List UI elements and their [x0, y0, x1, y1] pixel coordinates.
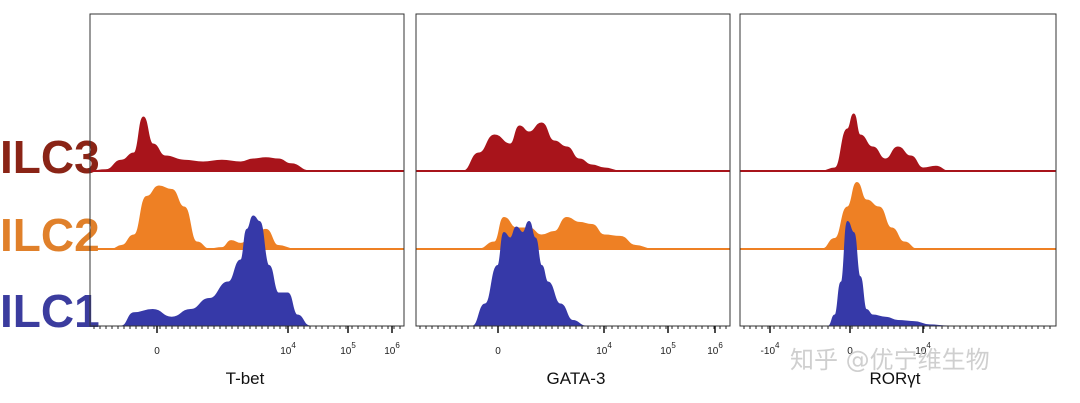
x-axis-label: GATA-3	[547, 369, 606, 388]
panel-3: -104 0 104 RORγt	[739, 13, 1057, 388]
row-label-ilc3: ILC3	[0, 131, 100, 183]
histogram-ilc3-panel-3	[739, 113, 1056, 172]
panel-frame-2	[415, 13, 731, 327]
panel-frame-3	[739, 13, 1057, 327]
tick-label: 105	[340, 341, 356, 357]
histogram-ilc1-panel-2	[416, 220, 730, 327]
histogram-ilc3-panel-1	[89, 116, 404, 172]
panel-2: 0 104 105 106 GATA-3	[415, 13, 731, 388]
histogram-ilc2-panel-3	[740, 181, 1056, 250]
tick-label: 0	[847, 346, 853, 357]
row-label-ilc2: ILC2	[0, 209, 100, 261]
tick-label: 104	[596, 341, 612, 357]
x-axis-label: T-bet	[226, 369, 265, 388]
histogram-ilc1-panel-3	[740, 220, 1056, 327]
row-label-ilc1: ILC1	[0, 285, 100, 337]
tick-label: 106	[384, 341, 400, 357]
histogram-ilc3-panel-2	[415, 122, 730, 172]
histogram-ilc1-panel-1	[90, 215, 404, 327]
tick-label: 104	[280, 341, 296, 357]
tick-label: 105	[660, 341, 676, 357]
tick-label: 106	[707, 341, 723, 357]
tick-label: 104	[915, 341, 931, 357]
panel-1: 0 104 105 106 T-bet	[89, 13, 405, 388]
tick-label: 0	[495, 346, 501, 357]
histogram-ilc2-panel-2	[416, 216, 730, 250]
panel-frame-1	[89, 13, 405, 327]
tick-label: -104	[761, 341, 780, 357]
watermark-text: 知乎 @优宁维生物	[790, 346, 990, 374]
x-axis-label: RORγt	[870, 369, 921, 388]
tick-label: 0	[154, 346, 160, 357]
